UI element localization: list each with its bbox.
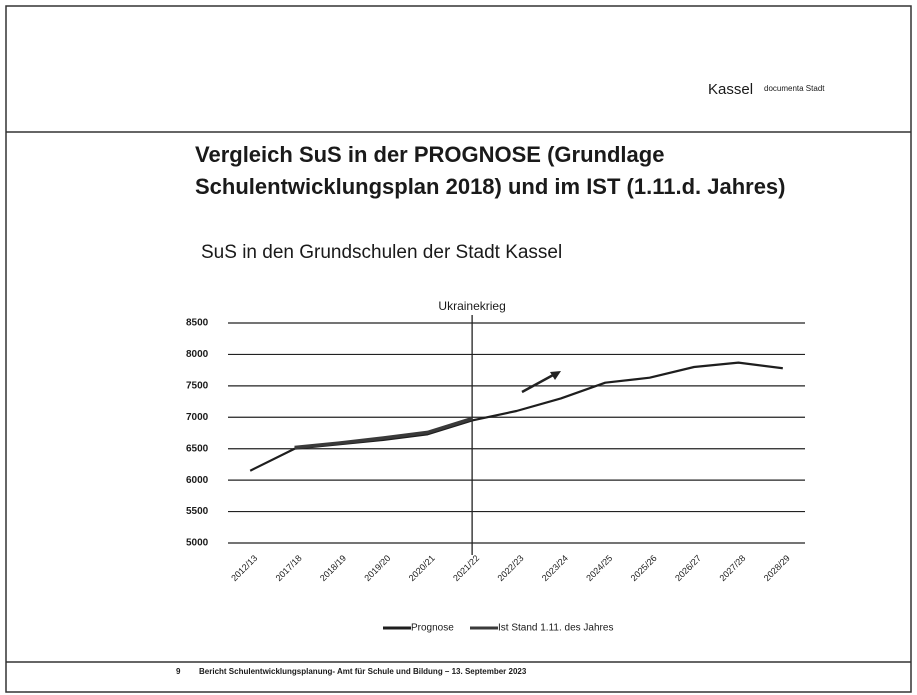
y-tick-label: 5500 <box>186 506 209 517</box>
annotation-text: Ukrainekrieg <box>438 299 505 313</box>
x-tick-label: 2018/19 <box>318 553 348 583</box>
chart-title: SuS in den Grundschulen der Stadt Kassel <box>201 242 562 263</box>
footer-page: 9 <box>176 667 181 676</box>
x-tick-label: 2026/27 <box>673 553 703 583</box>
x-tick-label: 2017/18 <box>274 553 304 583</box>
header-city: Kassel <box>708 81 753 98</box>
x-tick-label: 2024/25 <box>584 553 614 583</box>
x-tick-label: 2022/23 <box>496 553 526 583</box>
trend-arrow-head <box>550 371 561 380</box>
legend-label: Ist Stand 1.11. des Jahres <box>498 623 613 634</box>
x-tick-label: 2012/13 <box>229 553 259 583</box>
y-tick-label: 7500 <box>186 380 209 391</box>
footer-text: Bericht Schulentwicklungsplanung- Amt fü… <box>199 667 527 676</box>
x-tick-label: 2023/24 <box>540 553 570 583</box>
trend-arrow <box>521 372 556 394</box>
y-tick-label: 8000 <box>186 349 209 360</box>
plot: 5000 5500 6000 6500 7000 7500 8000 8500 2012/13 2… <box>186 299 805 634</box>
x-tick-label: 2019/20 <box>362 553 392 583</box>
x-tick-label: 2027/28 <box>717 553 747 583</box>
series-line <box>249 361 783 472</box>
y-tick-label: 8500 <box>186 318 209 329</box>
legend-label: Prognose <box>411 623 454 634</box>
x-tick-label: 2020/21 <box>407 553 437 583</box>
slide-title: Vergleich SuS in der PROGNOSE (Grundlage… <box>195 142 786 199</box>
x-tick-label: 2028/29 <box>762 553 792 583</box>
x-tick-label: 2021/22 <box>451 553 481 583</box>
y-tick-label: 6000 <box>186 475 209 486</box>
series-line <box>294 416 473 450</box>
y-tick-label: 7000 <box>186 412 209 423</box>
y-tick-label: 5000 <box>186 538 209 549</box>
y-tick-label: 6500 <box>186 443 209 454</box>
x-tick-label: 2025/26 <box>629 553 659 583</box>
header-tagline: documenta Stadt <box>764 84 825 93</box>
frame <box>5 5 912 693</box>
